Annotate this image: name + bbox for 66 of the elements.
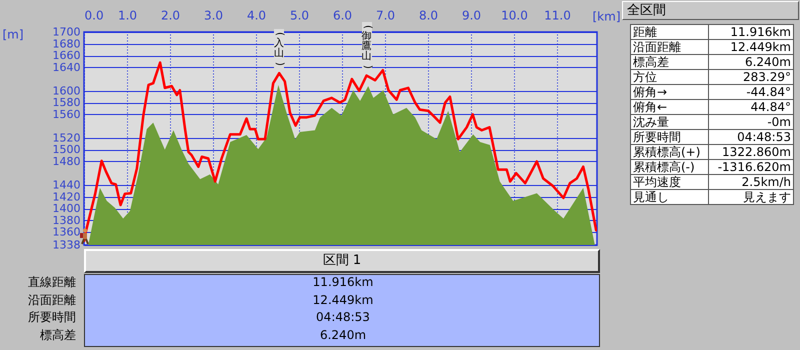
text: 方位 bbox=[630, 70, 709, 84]
y-tick-label: 1580 bbox=[52, 96, 80, 110]
text: 1322.860m bbox=[708, 144, 794, 160]
text: 04:48:53 bbox=[708, 130, 794, 144]
text: 所要時間 bbox=[630, 130, 709, 144]
text: 直線距離 bbox=[27, 275, 76, 290]
x-tick-label: 4.0 bbox=[246, 8, 266, 22]
y-tick-label: 1520 bbox=[52, 131, 80, 144]
y-tick-label: 1680 bbox=[52, 37, 80, 50]
y-tick-label: 1700 bbox=[52, 26, 80, 38]
y-axis-title: [m] bbox=[2, 28, 24, 42]
text: 標高差 bbox=[39, 328, 76, 342]
x-tick-label: 8.0 bbox=[418, 8, 438, 22]
text: 沿面距離 bbox=[27, 292, 76, 308]
text: -44.84° bbox=[708, 84, 794, 100]
text: 距離 bbox=[630, 24, 709, 40]
x-tick-label: 3.0 bbox=[204, 8, 224, 22]
y-tick-label: 1660 bbox=[52, 49, 80, 62]
y-tick-label: 1640 bbox=[52, 60, 80, 74]
x-tick-label: 6.0 bbox=[332, 8, 352, 22]
x-tick-label: 11.0 bbox=[544, 8, 571, 22]
text: 区間 1 bbox=[84, 249, 600, 273]
text: 2.5km/h bbox=[708, 174, 794, 190]
x-tick-label: 1.0 bbox=[118, 8, 138, 22]
y-tick-label: 1440 bbox=[52, 178, 80, 192]
y-tick-label: 1600 bbox=[52, 84, 80, 98]
text: 俯角→ bbox=[630, 84, 709, 100]
y-tick-label: 1360 bbox=[52, 226, 80, 239]
y-tick-label: 1380 bbox=[52, 214, 80, 227]
text: 沿面距離 bbox=[630, 40, 709, 54]
y-tick-label: 1338 bbox=[52, 238, 80, 252]
text: 見えます bbox=[708, 190, 794, 204]
text: -0m bbox=[708, 114, 794, 130]
text: 12.449km bbox=[312, 292, 374, 308]
text: 所要時間 bbox=[27, 310, 76, 325]
y-tick-label: 1500 bbox=[52, 143, 80, 156]
x-tick-label: 0.0 bbox=[84, 8, 104, 22]
text: 12.449km bbox=[708, 40, 794, 54]
text: 累積標高(+) bbox=[630, 144, 709, 160]
text: 平均速度 bbox=[630, 174, 709, 190]
text: 11.916km bbox=[708, 24, 794, 40]
annotation: (御鷹山) bbox=[362, 22, 372, 72]
x-tick-label: 7.0 bbox=[376, 8, 396, 22]
annotation: (入山) bbox=[274, 29, 286, 70]
y-tick-label: 1560 bbox=[52, 108, 80, 121]
text: 6.240m bbox=[708, 54, 794, 70]
text: 11.916km bbox=[312, 275, 374, 290]
x-tick-label: 2.0 bbox=[160, 8, 180, 22]
x-tick-label: 9.0 bbox=[462, 8, 482, 22]
text: 見通し bbox=[630, 190, 709, 204]
text: 累積標高(-) bbox=[630, 160, 709, 174]
text: 283.29° bbox=[708, 70, 794, 84]
y-tick-label: 1400 bbox=[52, 202, 80, 216]
text: 44.84° bbox=[708, 100, 794, 114]
x-tick-label: 5.0 bbox=[290, 8, 310, 22]
x-axis-title: [km] bbox=[592, 10, 621, 24]
text: 6.240m bbox=[318, 328, 368, 342]
text: -1316.620m bbox=[708, 160, 794, 174]
text: 沈み量 bbox=[630, 114, 709, 130]
text: 全区間 bbox=[622, 1, 799, 20]
text: 俯角← bbox=[630, 100, 709, 114]
text: 04:48:53 bbox=[315, 310, 371, 325]
y-tick-label: 1420 bbox=[52, 190, 80, 204]
x-tick-label: 10.0 bbox=[501, 8, 528, 22]
text: 標高差 bbox=[630, 54, 709, 70]
y-tick-label: 1480 bbox=[52, 154, 80, 168]
